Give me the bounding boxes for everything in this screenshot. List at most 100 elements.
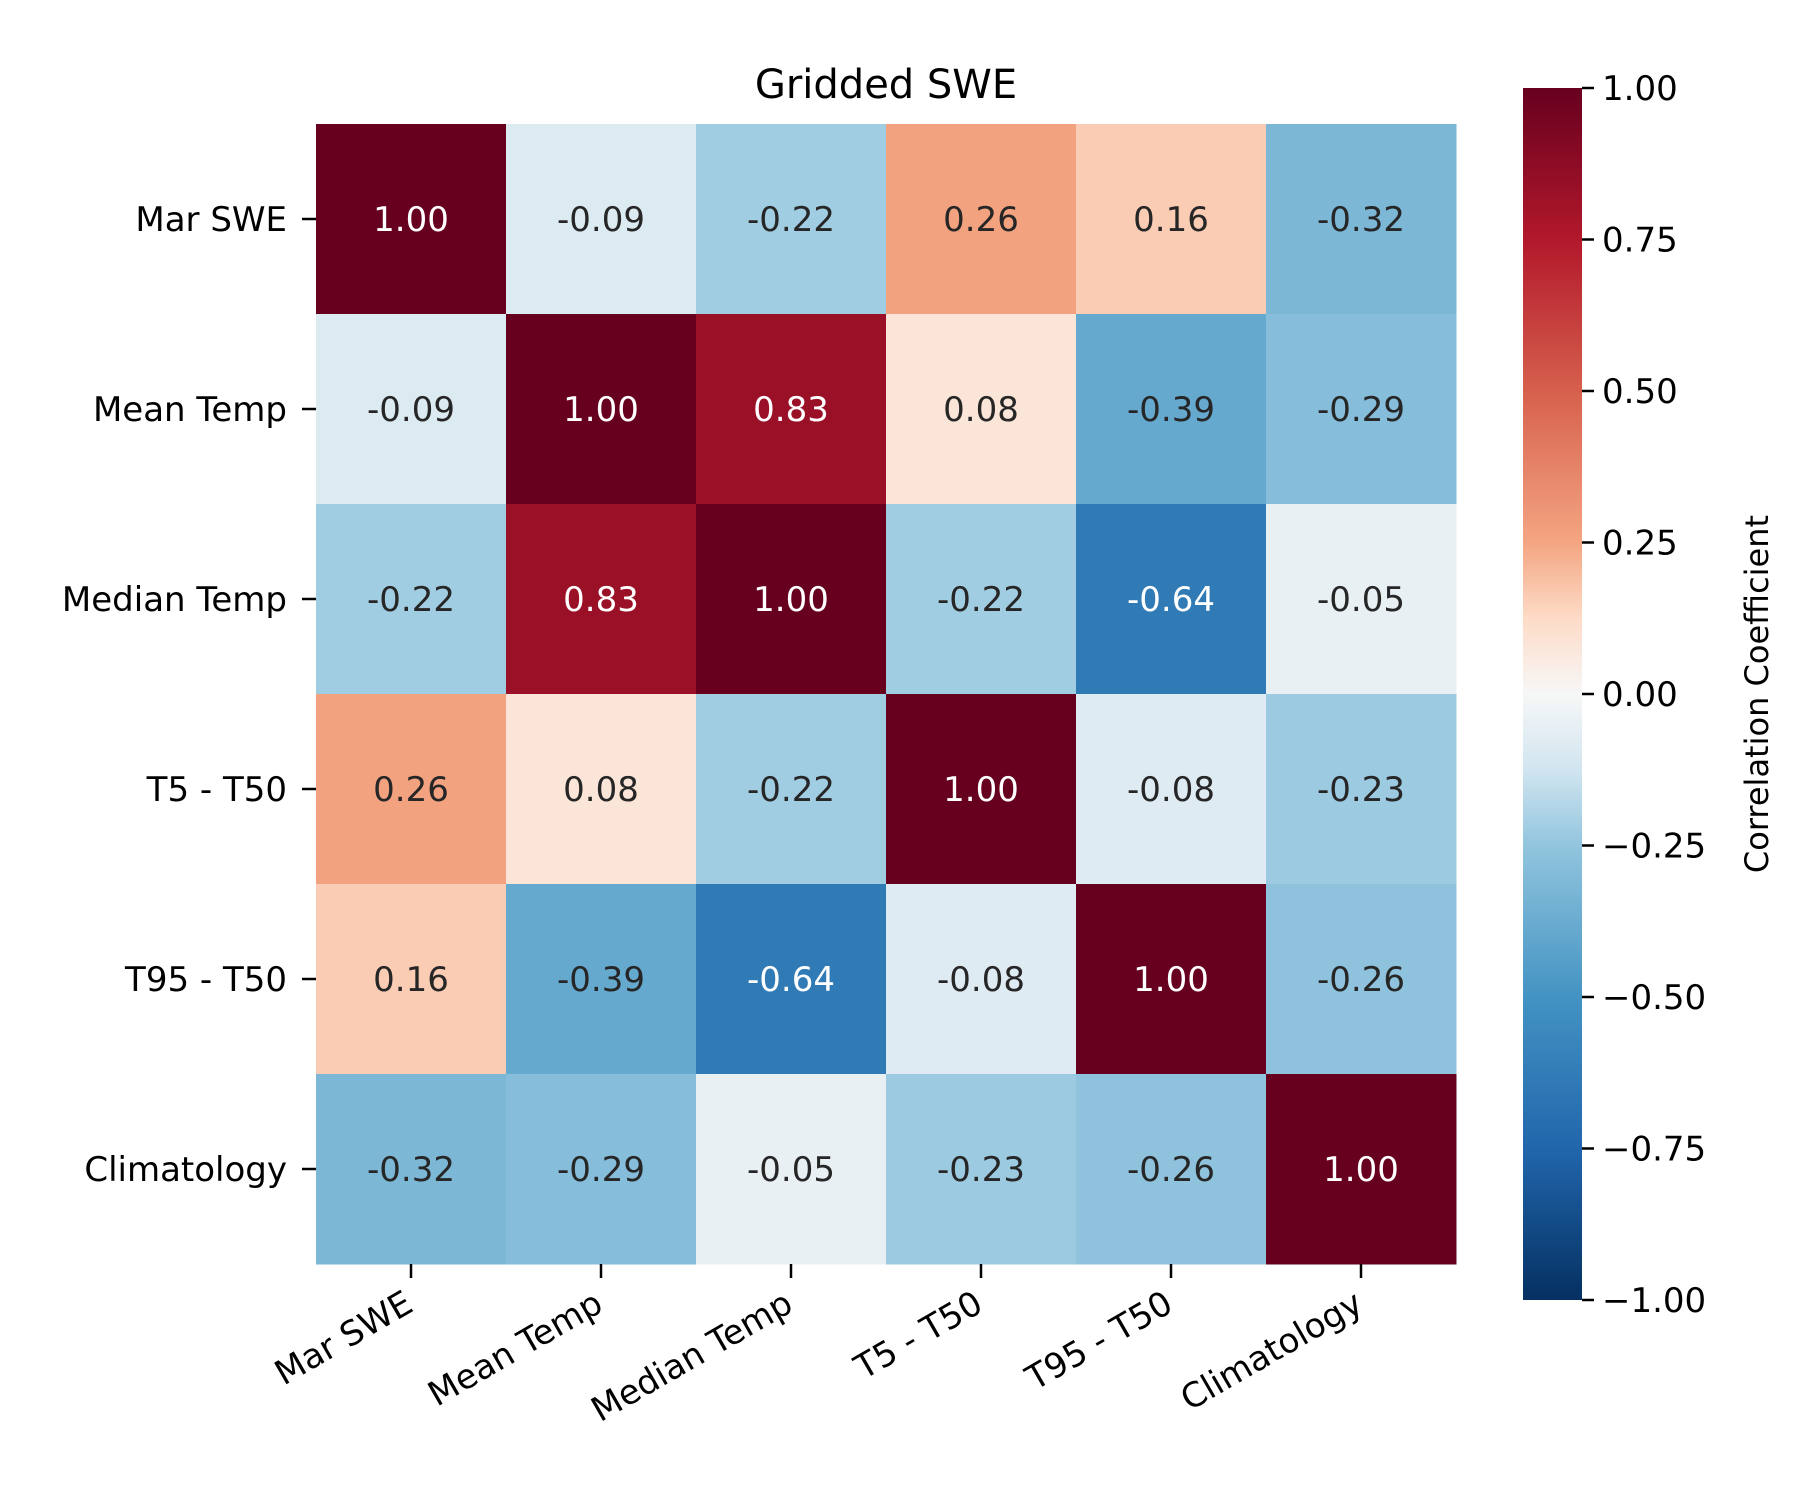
heatmap-cell (1266, 504, 1457, 695)
colorbar-label: Correlation Coefficient (1738, 515, 1776, 873)
colorbar-ticks: 1.00 0.75 0.50 0.25 0.00 −0.25 −0.50 −0.75 −1.00 (1582, 69, 1706, 1321)
heatmap-cell (1076, 314, 1267, 505)
cell-value-label: -0.39 (1127, 390, 1215, 430)
cell-value-label: -0.32 (1317, 200, 1405, 240)
x-tick-label: T95 - T50 (1018, 1283, 1179, 1399)
heatmap-cell (1266, 314, 1457, 505)
heatmap-cell (316, 694, 507, 885)
cell-value-label: 1.00 (373, 200, 449, 240)
cell-value-label: -0.29 (1317, 390, 1405, 430)
heatmap-cell (1076, 884, 1267, 1075)
heatmap-cell (1266, 694, 1457, 885)
y-tick-label: Climatology (84, 1150, 287, 1190)
heatmap-cell (506, 884, 697, 1075)
cell-value-label: -0.08 (1127, 770, 1215, 810)
cell-value-label: -0.32 (367, 1150, 455, 1190)
y-tick-label: Mean Temp (93, 390, 287, 430)
colorbar-tick-label: −1.00 (1602, 1281, 1706, 1321)
heatmap-cell (886, 884, 1077, 1075)
cell-value-label: -0.26 (1127, 1150, 1215, 1190)
heatmap-cell (1076, 1074, 1267, 1265)
cell-value-label: -0.39 (557, 960, 645, 1000)
cell-value-label: -0.22 (367, 580, 455, 620)
heatmap-cell (1266, 124, 1457, 315)
colorbar-tick-label: −0.25 (1602, 827, 1706, 867)
heatmap-cell (1076, 694, 1267, 885)
heatmap-cell (506, 1074, 697, 1265)
heatmap-cell (696, 124, 887, 315)
colorbar-tick-label: 0.25 (1602, 524, 1678, 564)
colorbar-tick-label: −0.75 (1602, 1130, 1706, 1170)
colorbar: 1.00 0.75 0.50 0.25 0.00 −0.25 −0.50 −0.75 −1.00… (1523, 69, 1776, 1321)
heatmap-cell (316, 1074, 507, 1265)
heatmap-cell (886, 694, 1077, 885)
cell-value-label: -0.09 (367, 390, 455, 430)
heatmap-cell (886, 314, 1077, 505)
colorbar-tick-label: 1.00 (1602, 69, 1678, 109)
cell-value-label: 1.00 (563, 390, 639, 430)
cell-value-label: 1.00 (1133, 960, 1209, 1000)
heatmap-cell (316, 504, 507, 695)
cell-value-label: -0.08 (937, 960, 1025, 1000)
cell-value-label: -0.64 (747, 960, 835, 1000)
x-tick-label: Climatology (1174, 1283, 1370, 1419)
x-tick-label: Median Temp (585, 1283, 800, 1430)
heatmap-cell (696, 694, 887, 885)
heatmap-cell (506, 124, 697, 315)
chart-title: Gridded SWE (755, 62, 1017, 108)
cell-value-label: -0.22 (747, 770, 835, 810)
heatmap-cells: 1.00 -0.09 -0.22 0.26 0.16 -0.32 -0.09 1.00 0.83… (316, 124, 1457, 1265)
cell-value-label: -0.22 (747, 200, 835, 240)
cell-value-label: -0.05 (747, 1150, 835, 1190)
cell-value-label: 1.00 (943, 770, 1019, 810)
y-axis: Mar SWE Mean Temp Median Temp T5 - T50 T95 -… (62, 200, 316, 1190)
heatmap-cell (506, 504, 697, 695)
cell-value-label: -0.09 (557, 200, 645, 240)
heatmap-cell (1266, 884, 1457, 1075)
heatmap-cell (886, 124, 1077, 315)
cell-value-label: -0.05 (1317, 580, 1405, 620)
colorbar-tick-label: 0.50 (1602, 372, 1678, 412)
cell-value-label: 0.26 (943, 200, 1019, 240)
colorbar-tick-label: 0.75 (1602, 221, 1678, 261)
colorbar-tick-label: 0.00 (1602, 675, 1678, 715)
x-tick-label: Mar SWE (268, 1283, 419, 1393)
heatmap-cell (696, 1074, 887, 1265)
heatmap-cell (696, 314, 887, 505)
cell-value-label: -0.23 (1317, 770, 1405, 810)
colorbar-tick-label: −0.50 (1602, 978, 1706, 1018)
heatmap-cell (696, 884, 887, 1075)
heatmap-cell (316, 124, 507, 315)
cell-value-label: 1.00 (1323, 1150, 1399, 1190)
x-tick-label: Mean Temp (421, 1283, 609, 1415)
cell-value-label: -0.26 (1317, 960, 1405, 1000)
heatmap-cell (316, 314, 507, 505)
cell-value-label: -0.22 (937, 580, 1025, 620)
heatmap-cell (506, 314, 697, 505)
cell-value-label: -0.29 (557, 1150, 645, 1190)
cell-value-label: 0.16 (373, 960, 449, 1000)
cell-value-label: 0.83 (753, 390, 829, 430)
heatmap-cell (316, 884, 507, 1075)
y-tick-label: T95 - T50 (124, 960, 287, 1000)
x-tick-label: T5 - T50 (847, 1283, 989, 1388)
colorbar-gradient (1523, 88, 1582, 1300)
heatmap-cell (886, 504, 1077, 695)
y-tick-label: T5 - T50 (146, 770, 287, 810)
cell-value-label: 0.83 (563, 580, 639, 620)
heatmap-cell (886, 1074, 1077, 1265)
cell-value-label: -0.64 (1127, 580, 1215, 620)
cell-value-label: 0.08 (563, 770, 639, 810)
heatmap-cell (506, 694, 697, 885)
heatmap-cell (1076, 504, 1267, 695)
y-tick-label: Median Temp (62, 580, 287, 620)
y-tick-label: Mar SWE (135, 200, 287, 240)
cell-value-label: -0.23 (937, 1150, 1025, 1190)
heatmap-cell (696, 504, 887, 695)
heatmap-cell (1266, 1074, 1457, 1265)
cell-value-label: 1.00 (753, 580, 829, 620)
cell-value-label: 0.26 (373, 770, 449, 810)
cell-value-label: 0.08 (943, 390, 1019, 430)
